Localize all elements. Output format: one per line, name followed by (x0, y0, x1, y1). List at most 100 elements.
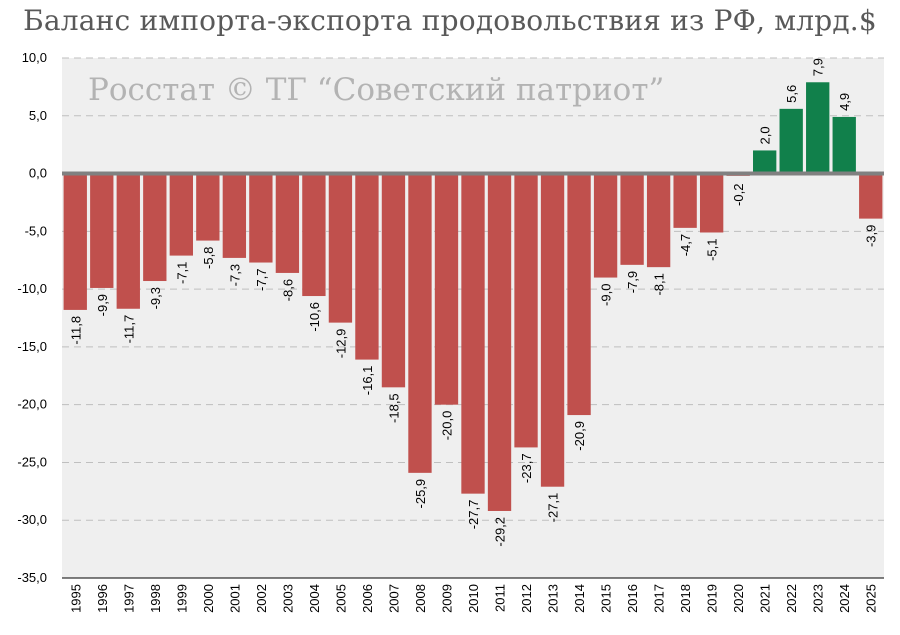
x-tick-label: 1997 (121, 584, 136, 613)
bar-2004 (302, 173, 326, 297)
x-tick-label: 2014 (572, 584, 587, 613)
bar-2017 (646, 173, 671, 268)
bar-2016 (620, 173, 644, 265)
data-label: -8,6 (280, 279, 295, 301)
x-tick-label: 2019 (705, 584, 720, 613)
x-tick-label: 2006 (360, 584, 375, 613)
data-label: -25,9 (413, 479, 428, 509)
data-label: -10,6 (307, 302, 322, 332)
data-label: -0,2 (731, 184, 746, 206)
x-tick-label: 2023 (811, 584, 826, 613)
bar-2010 (461, 173, 485, 494)
bar-1999 (169, 173, 193, 256)
data-label: 2,0 (758, 126, 773, 144)
data-label: -27,1 (546, 493, 561, 523)
y-tick-label: 0,0 (29, 166, 47, 181)
bar-2000 (196, 173, 220, 241)
x-tick-label: 2025 (864, 584, 879, 613)
x-tick-label: 2001 (227, 584, 242, 613)
data-label: -8,1 (652, 273, 667, 295)
bar-2002 (249, 173, 273, 263)
data-label: -7,1 (174, 262, 189, 284)
bars (63, 82, 883, 511)
data-label: -20,9 (572, 421, 587, 451)
x-tick-label: 1999 (174, 584, 189, 613)
data-label: -23,7 (519, 453, 534, 483)
chart-title: Баланс импорта-экспорта продовольствия и… (23, 4, 877, 37)
x-tick-label: 2000 (201, 584, 216, 613)
data-label: -9,3 (148, 287, 163, 309)
y-tick-label: -20,0 (17, 397, 47, 412)
x-tick-label: 2016 (625, 584, 640, 613)
y-tick-label: -10,0 (17, 281, 47, 296)
data-label: 7,9 (811, 58, 826, 76)
bar-2013 (540, 173, 565, 487)
x-tick-label: 2002 (254, 584, 269, 613)
x-tick-label: 2003 (280, 584, 295, 613)
data-label: -5,1 (705, 238, 720, 260)
bar-2009 (434, 173, 459, 405)
bar-2007 (381, 173, 406, 388)
data-label: -12,9 (333, 329, 348, 359)
x-tick-label: 2010 (466, 584, 481, 613)
bar-2012 (514, 173, 538, 448)
y-tick-label: -30,0 (17, 512, 47, 527)
x-tick-label: 2022 (784, 584, 799, 613)
data-label: -9,0 (599, 284, 614, 306)
bar-2022 (779, 108, 803, 174)
x-tick-label: 2024 (837, 584, 852, 613)
bar-1997 (116, 173, 140, 309)
bar-2005 (328, 173, 353, 323)
y-tick-label: -25,0 (17, 454, 47, 469)
x-tick-label: 2021 (758, 584, 773, 613)
x-tick-label: 1998 (148, 584, 163, 613)
bar-2025 (859, 173, 883, 219)
y-tick-label: 10,0 (22, 50, 47, 65)
bar-1995 (63, 173, 87, 310)
data-labels: -11,8 -9,9 -11,7 -9,3 -7,1 -5,8 -7,3 -7,7 -8,6 -1… (68, 58, 878, 546)
bar-2021 (753, 150, 777, 174)
data-label: 5,6 (784, 85, 799, 103)
x-tick-label: 2017 (652, 584, 667, 613)
watermark: Росстат © ТГ “Советский патриот” (88, 72, 664, 108)
bar-2024 (832, 116, 856, 174)
bar-2008 (408, 173, 432, 473)
bar-2014 (567, 173, 591, 416)
bar-2006 (355, 173, 379, 360)
x-axis: 1995 1996 1997 1998 1999 2000 2001 2002 2003 2004… (68, 584, 878, 613)
data-label: -16,1 (360, 366, 375, 396)
data-label: -9,9 (95, 294, 110, 316)
x-tick-label: 1996 (95, 584, 110, 613)
x-tick-label: 2013 (546, 584, 561, 613)
data-label: -5,8 (201, 247, 216, 269)
data-label: -29,2 (493, 517, 508, 547)
bar-2003 (275, 173, 300, 273)
x-tick-label: 2020 (731, 584, 746, 613)
data-label: -11,7 (121, 315, 136, 344)
x-tick-label: 2011 (493, 584, 508, 612)
x-tick-label: 1995 (68, 584, 83, 613)
data-label: -27,7 (466, 500, 481, 530)
bar-1998 (143, 173, 167, 282)
bar-2001 (222, 173, 247, 258)
bar-1996 (90, 173, 114, 288)
data-label: -7,9 (625, 271, 640, 293)
bar-2011 (487, 173, 512, 511)
data-label: -7,3 (227, 264, 242, 286)
y-tick-label: 5,0 (29, 108, 47, 123)
bar-2015 (593, 173, 618, 278)
bar-2019 (699, 173, 724, 233)
data-label: -3,9 (864, 225, 879, 247)
x-tick-label: 2018 (678, 584, 693, 613)
x-tick-label: 2015 (599, 584, 614, 613)
data-label: 4,9 (837, 93, 852, 111)
data-label: -4,7 (678, 234, 693, 256)
x-tick-label: 2012 (519, 584, 534, 613)
data-label: -18,5 (386, 393, 401, 423)
bar-2018 (673, 173, 697, 228)
data-label: -7,7 (254, 269, 269, 291)
y-tick-label: -15,0 (17, 339, 47, 354)
y-axis: 10,0 5,0 0,0 -5,0 -10,0 -15,0 -20,0 -25,0 -30,0 -… (17, 50, 47, 585)
data-label: -11,8 (68, 316, 83, 345)
